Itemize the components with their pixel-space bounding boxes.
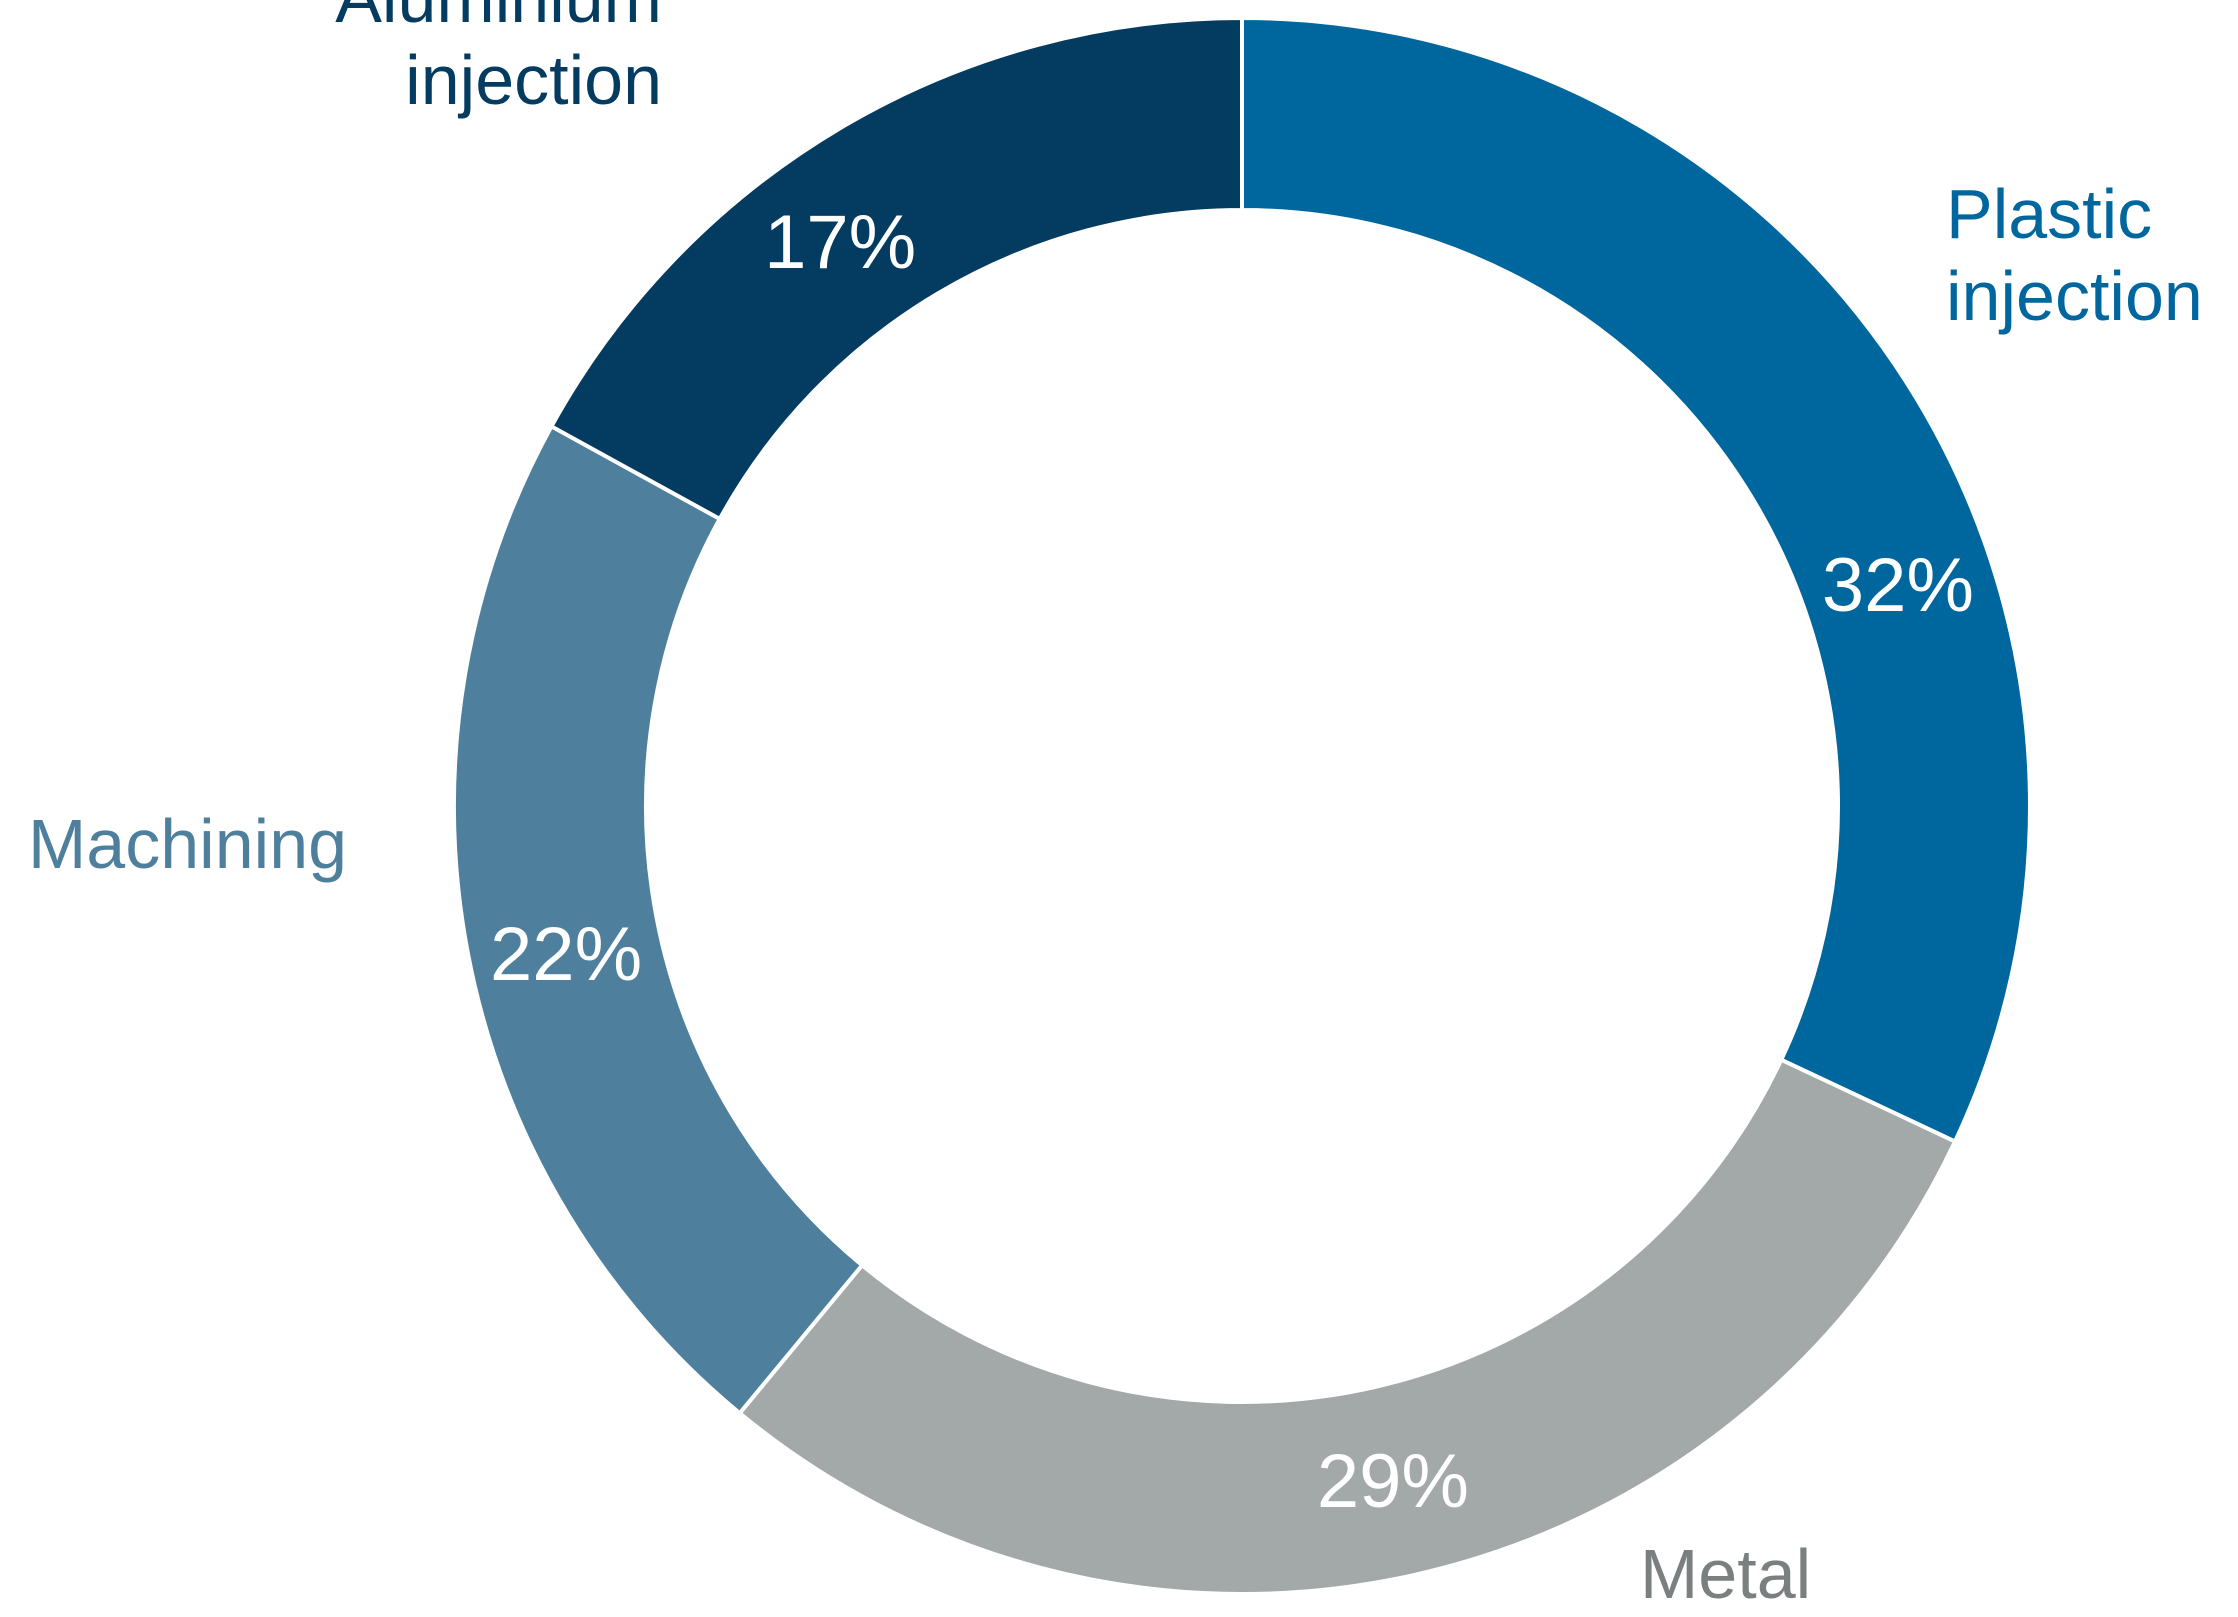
slice-category-label-line: Aluminium <box>335 0 662 37</box>
slice-category-label-line: injection <box>405 41 662 119</box>
slice-category-label-line: Metal <box>1640 1535 1811 1612</box>
slice-value-label-3: 17% <box>764 200 916 285</box>
slice-category-label-line: Machining <box>28 805 347 883</box>
slice-value-label-0: 32% <box>1822 543 1974 628</box>
slice-value-label-2: 22% <box>490 912 642 997</box>
slice-category-label-line: injection <box>1946 257 2203 335</box>
slice-value-label-1: 29% <box>1317 1439 1469 1524</box>
slice-category-label-3: Aluminium injection <box>335 0 662 119</box>
slice-category-label-2: Machining <box>28 805 347 883</box>
slice-category-label-line: Plastic <box>1946 175 2152 253</box>
slice-category-label-1: Metal <box>1640 1535 1811 1612</box>
slice-category-label-0: Plastic injection <box>1946 175 2203 335</box>
